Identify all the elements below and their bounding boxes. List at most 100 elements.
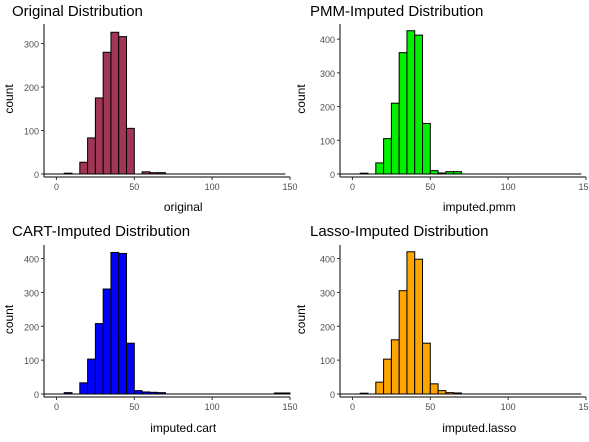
x-axis-label: imputed.pmm bbox=[443, 200, 516, 214]
histogram-bar bbox=[87, 358, 96, 395]
x-tick-label: 100 bbox=[205, 402, 220, 412]
histogram-bar bbox=[414, 258, 424, 395]
y-tick-label: 100 bbox=[320, 136, 335, 146]
histogram-bar bbox=[398, 52, 408, 175]
histogram-bar bbox=[437, 390, 447, 395]
histogram-bar bbox=[63, 172, 73, 175]
histogram-bar bbox=[118, 36, 128, 175]
y-tick-label: 200 bbox=[24, 322, 39, 332]
x-tick-label: 0 bbox=[350, 182, 355, 192]
y-tick-label: 200 bbox=[320, 103, 335, 113]
histogram-bar bbox=[63, 392, 73, 395]
x-axis-label: imputed.cart bbox=[150, 421, 217, 435]
y-tick-label: 100 bbox=[24, 356, 39, 366]
histogram-bar bbox=[429, 383, 439, 395]
y-tick-label: 400 bbox=[320, 255, 335, 265]
y-axis-label: count bbox=[2, 304, 16, 334]
histogram-panel-3: CART-Imputed Distribution count imputed.ca… bbox=[2, 223, 298, 435]
y-axis-label: count bbox=[2, 84, 16, 114]
histogram-bar bbox=[102, 51, 112, 175]
histogram-bar bbox=[157, 392, 166, 395]
histogram-bar bbox=[126, 342, 135, 395]
histogram-bar bbox=[118, 252, 128, 395]
histogram-bar bbox=[102, 288, 112, 395]
histogram-bar bbox=[422, 342, 431, 395]
y-tick-label: 0 bbox=[34, 390, 39, 400]
histogram-bar bbox=[383, 358, 392, 395]
histogram-bar bbox=[429, 170, 439, 175]
x-tick-label: 100 bbox=[501, 402, 516, 412]
histogram-bar bbox=[453, 392, 462, 395]
histogram-bar bbox=[79, 161, 89, 175]
x-tick-label: 50 bbox=[129, 182, 139, 192]
histogram-bar bbox=[141, 391, 151, 395]
chart-title: Original Distribution bbox=[12, 3, 143, 20]
histogram-bar bbox=[445, 171, 455, 175]
histogram-bar bbox=[133, 390, 143, 395]
histogram-bar bbox=[390, 102, 400, 175]
x-axis-label: imputed.lasso bbox=[442, 421, 516, 435]
y-tick-label: 100 bbox=[24, 127, 39, 137]
y-tick-label: 300 bbox=[24, 40, 39, 50]
histogram-bar bbox=[149, 172, 159, 175]
y-tick-label: 0 bbox=[34, 170, 39, 180]
histogram-panel-1: Original Distribution count original 0 100 20… bbox=[2, 3, 298, 214]
x-tick-label: 50 bbox=[129, 402, 139, 412]
x-axis-label: original bbox=[164, 200, 203, 214]
histogram-bar bbox=[273, 392, 283, 395]
y-axis-label: count bbox=[294, 304, 308, 334]
histogram-bar bbox=[126, 127, 135, 175]
histogram-panel-2: PMM-Imputed Distribution count imputed.pmm… bbox=[294, 3, 589, 214]
histogram-bar bbox=[445, 392, 455, 395]
histogram-bar bbox=[406, 30, 416, 175]
histogram-bar bbox=[414, 34, 424, 175]
histogram-bar bbox=[375, 381, 385, 395]
y-tick-label: 100 bbox=[320, 356, 335, 366]
histogram-bar bbox=[94, 323, 104, 395]
x-tick-label: 150 bbox=[578, 182, 589, 192]
x-tick-label: 50 bbox=[425, 182, 435, 192]
histogram-bar bbox=[141, 171, 151, 175]
y-axis-label: count bbox=[294, 84, 308, 114]
histogram-bar bbox=[157, 172, 166, 175]
y-tick-label: 300 bbox=[320, 69, 335, 79]
chart-title: CART-Imputed Distribution bbox=[12, 223, 190, 240]
histogram-bar bbox=[398, 290, 408, 395]
y-tick-label: 200 bbox=[320, 322, 335, 332]
y-tick-label: 300 bbox=[24, 288, 39, 298]
histogram-bar bbox=[383, 138, 392, 175]
x-tick-label: 0 bbox=[54, 402, 59, 412]
x-tick-label: 100 bbox=[501, 182, 516, 192]
histogram-bar bbox=[453, 171, 462, 175]
x-tick-label: 0 bbox=[54, 182, 59, 192]
histogram-bar bbox=[110, 251, 120, 395]
histogram-bar bbox=[149, 391, 159, 395]
histogram-bar bbox=[79, 382, 89, 395]
x-tick-label: 0 bbox=[350, 402, 355, 412]
histogram-bar bbox=[406, 251, 416, 395]
histogram-bar bbox=[359, 172, 369, 175]
histogram-bar bbox=[422, 122, 431, 175]
x-tick-label: 100 bbox=[205, 182, 220, 192]
y-tick-label: 0 bbox=[330, 170, 335, 180]
y-tick-label: 400 bbox=[24, 255, 39, 265]
histogram-bar bbox=[359, 392, 369, 395]
x-tick-label: 150 bbox=[578, 402, 589, 412]
y-tick-label: 0 bbox=[330, 390, 335, 400]
x-tick-label: 150 bbox=[282, 182, 297, 192]
histogram-bar bbox=[437, 172, 447, 175]
histogram-bar bbox=[390, 339, 400, 395]
y-tick-label: 300 bbox=[320, 288, 335, 298]
histogram-bar bbox=[375, 162, 385, 175]
histogram-bar bbox=[110, 31, 120, 175]
histogram-bar bbox=[281, 392, 291, 395]
chart-title: PMM-Imputed Distribution bbox=[310, 3, 483, 20]
histogram-bar bbox=[94, 97, 104, 175]
histogram-panel-4: Lasso-Imputed Distribution count imputed.l… bbox=[294, 223, 589, 435]
histogram-bar bbox=[87, 137, 96, 175]
x-tick-label: 150 bbox=[282, 402, 297, 412]
x-tick-label: 50 bbox=[425, 402, 435, 412]
y-tick-label: 400 bbox=[320, 35, 335, 45]
y-tick-label: 200 bbox=[24, 83, 39, 93]
